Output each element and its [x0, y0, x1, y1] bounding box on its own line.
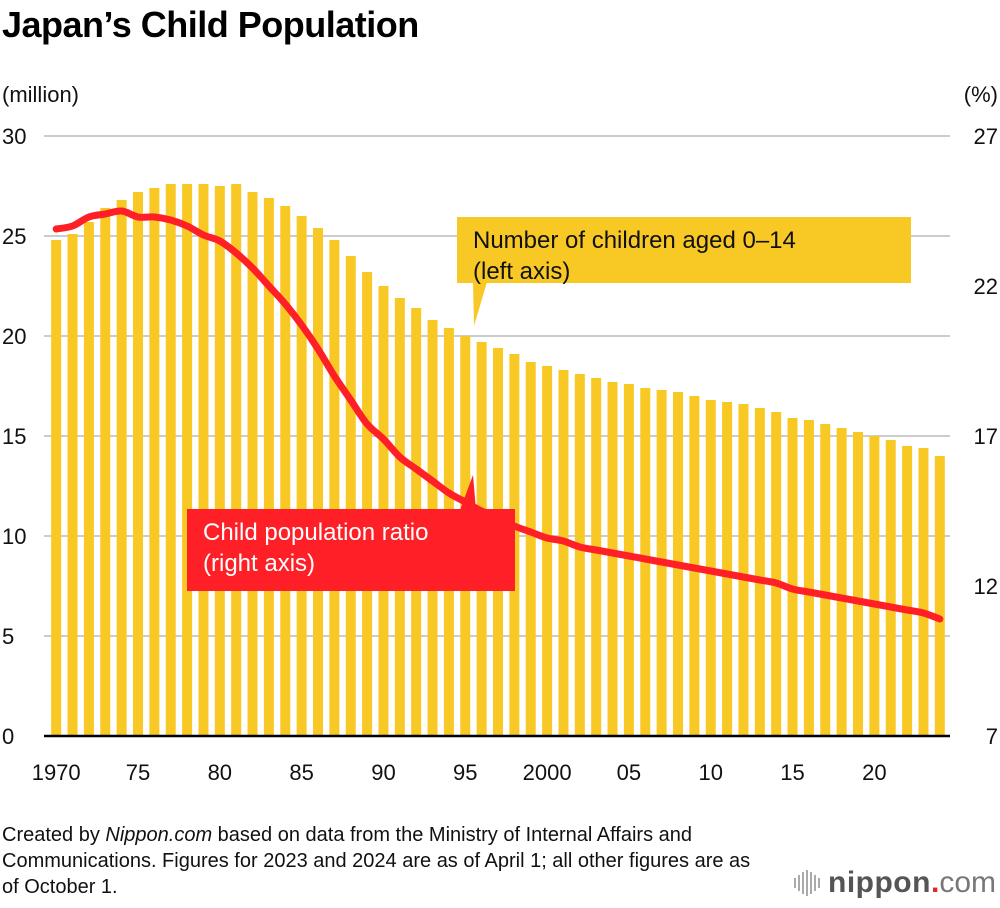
bar-2016 — [803, 420, 814, 736]
bar-1978 — [182, 184, 193, 736]
bar-1989 — [362, 272, 373, 736]
chart-title: Japan’s Child Population — [2, 4, 419, 45]
x-tick-label: 2000 — [523, 760, 572, 785]
callout-pointers — [460, 282, 487, 510]
left-axis-unit: (million) — [2, 82, 79, 107]
bar-1999 — [525, 362, 536, 736]
y-right-tick-label: 27 — [974, 124, 998, 149]
x-tick-label: 15 — [780, 760, 804, 785]
bar-2020 — [869, 436, 880, 736]
x-tick-label: 10 — [698, 760, 722, 785]
x-tick-label: 1970 — [32, 760, 81, 785]
bar-2001 — [558, 370, 569, 736]
bar-1970 — [51, 240, 62, 736]
y-right-tick-label: 7 — [986, 724, 998, 749]
line-callout-line2: (right axis) — [203, 550, 316, 577]
y-left-tick-label: 25 — [2, 224, 26, 249]
bar-1980 — [214, 186, 225, 736]
bar-2012 — [738, 404, 749, 736]
source-footnote: Created by Nippon.com based on data from… — [2, 822, 762, 900]
bar-1988 — [345, 256, 356, 736]
footnote-prefix: Created by — [2, 824, 106, 846]
bar-1976 — [149, 188, 160, 736]
bar-1986 — [313, 228, 323, 736]
bar-2019 — [853, 432, 863, 736]
logo-dot: . — [930, 866, 940, 899]
y-right-tick-label: 22 — [974, 274, 998, 299]
footnote-rest: based on data from the Ministry of Inter… — [2, 824, 751, 898]
bars-callout-line2: (left axis) — [473, 258, 571, 285]
footnote-source: Nippon.com — [105, 824, 213, 846]
bar-2005 — [623, 384, 634, 736]
bar-1985 — [296, 216, 307, 736]
y-left-tick-label: 15 — [2, 424, 26, 449]
bar-2015 — [787, 418, 798, 736]
x-tick-label: 80 — [208, 760, 232, 785]
logo-sound-bars-icon — [794, 870, 820, 896]
right-axis-unit: (%) — [963, 82, 998, 107]
bar-2000 — [542, 366, 553, 736]
x-tick-label: 05 — [617, 760, 641, 785]
y-right-tick-label: 17 — [974, 424, 998, 449]
bar-1979 — [198, 184, 209, 736]
x-tick-label: 90 — [371, 760, 395, 785]
bar-2018 — [836, 428, 847, 736]
bar-1973 — [100, 208, 111, 736]
bar-2021 — [885, 440, 896, 736]
bar-1971 — [67, 234, 78, 736]
x-tick-label: 20 — [862, 760, 886, 785]
logo-name: nippon — [828, 866, 931, 899]
bar-1981 — [231, 184, 242, 736]
bar-1987 — [329, 240, 340, 736]
x-tick-label: 75 — [126, 760, 150, 785]
bar-1974 — [116, 200, 127, 736]
bar-2017 — [820, 424, 831, 736]
bar-2024 — [934, 456, 945, 736]
y-right-tick-label: 12 — [974, 574, 998, 599]
x-tick-label: 85 — [289, 760, 313, 785]
bar-1977 — [165, 184, 176, 736]
y-left-tick-label: 30 — [2, 124, 26, 149]
bar-2002 — [574, 374, 585, 736]
logo-suffix: com — [939, 866, 996, 899]
bar-2023 — [918, 448, 929, 736]
bar-1983 — [263, 198, 274, 736]
bar-2003 — [591, 378, 602, 736]
bar-2004 — [607, 382, 618, 736]
bar-1975 — [133, 192, 143, 736]
bar-2014 — [771, 412, 782, 736]
bars-callout-pointer — [473, 282, 487, 326]
y-left-tick-label: 10 — [2, 524, 26, 549]
y-left-tick-label: 5 — [2, 624, 14, 649]
line-callout: Child population ratio (right axis) — [187, 509, 515, 591]
bar-2022 — [902, 446, 913, 736]
bar-1972 — [83, 222, 94, 736]
line-callout-pointer — [460, 475, 476, 510]
bar-1984 — [280, 206, 291, 736]
bars-callout: Number of children aged 0–14 (left axis) — [457, 217, 911, 285]
line-callout-line1: Child population ratio — [203, 519, 429, 546]
x-tick-label: 95 — [453, 760, 477, 785]
y-left-tick-label: 20 — [2, 324, 26, 349]
bar-2011 — [722, 402, 733, 736]
nippon-logo: nippon. com — [794, 866, 996, 900]
bar-2013 — [754, 408, 765, 736]
y-left-tick-label: 0 — [2, 724, 14, 749]
bar-1982 — [247, 192, 258, 736]
bars-callout-line1: Number of children aged 0–14 — [473, 227, 796, 254]
